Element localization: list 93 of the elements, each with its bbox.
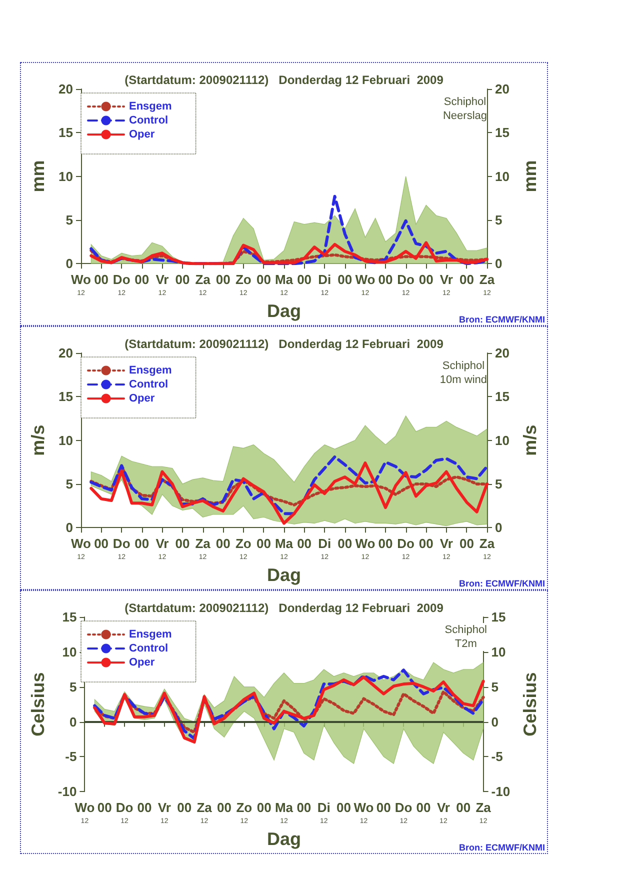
x-tick-label: 00 — [378, 272, 393, 288]
y-tick-label: 10 — [58, 168, 73, 184]
line-series — [90, 455, 488, 516]
x-tick-label: 00 — [134, 536, 150, 552]
chart-title: (Startdatum: 2009021112) Donderdag 12 Februari 2009 — [124, 73, 444, 87]
y2-tick-label: 5 — [495, 476, 502, 492]
x-tick-label: 00 — [418, 272, 434, 288]
y2-tick-label: 10 — [491, 644, 506, 660]
y2-tick-label: -10 — [491, 784, 510, 800]
y-tick-label: 5 — [66, 476, 73, 492]
x-tick-label: 00 — [216, 536, 230, 552]
y-axis-title: mm — [28, 160, 48, 192]
y2-tick-label: 10 — [495, 432, 510, 448]
x-tick-label: 00 — [297, 272, 312, 288]
y-tick-label: 5 — [66, 212, 73, 228]
y2-axis-title: m/s — [520, 424, 540, 456]
legend-label: Control — [129, 114, 168, 126]
x-tick-label: 00 — [418, 536, 434, 552]
text: Bron: ECMWF/KNMI — [459, 578, 545, 588]
legend-label: Control — [129, 378, 168, 390]
x-tick-label: 00 — [459, 272, 474, 288]
legend-label: Ensgem — [129, 628, 172, 640]
y-tick-label: 10 — [62, 644, 77, 660]
x-tick-label: 00 — [376, 800, 391, 816]
y2-tick-label: 20 — [495, 82, 510, 96]
x-tick-label: 00 — [137, 800, 152, 816]
y2-tick-label: 0 — [495, 256, 502, 272]
x-tick-label: 00 — [216, 800, 232, 816]
y2-tick-label: 0 — [495, 520, 502, 536]
legend-label: Oper — [129, 656, 156, 668]
line-series — [93, 690, 485, 734]
y-tick-label: 10 — [58, 432, 73, 448]
y-axis-title: Celsius — [28, 672, 48, 736]
annotation: Schiphol T2m — [444, 624, 488, 650]
text: Bron: ECMWF/KNMI — [459, 314, 545, 324]
x-tick-label: 00 — [297, 536, 312, 552]
y2-tick-label: -5 — [491, 749, 503, 764]
x-axis-title: Dag — [266, 565, 302, 585]
x-tick-label: 00 — [256, 536, 271, 552]
text: Bron: ECMWF/KNMI — [459, 842, 545, 852]
legend-label: Ensgem — [129, 100, 172, 112]
x-tick-label: 00 — [256, 272, 271, 288]
y2-tick-label: 0 — [491, 714, 499, 730]
legend-label: Ensgem — [129, 364, 172, 376]
x-tick-label: 00 — [378, 536, 393, 552]
y-tick-label: 20 — [58, 82, 73, 96]
y-tick-label: 20 — [58, 346, 73, 360]
y-tick-label: -10 — [58, 784, 77, 800]
x-tick-label: 00 — [94, 272, 109, 288]
x-tick-label: 00 — [94, 536, 109, 552]
annotation: Schiphol 10m wind — [440, 360, 487, 386]
y2-tick-label: 15 — [491, 610, 506, 624]
y-tick-label: 15 — [62, 610, 77, 624]
x-axis-title: Dag — [266, 829, 302, 849]
y-tick-label: -5 — [65, 749, 77, 764]
x-tick-label: 00 — [416, 800, 431, 816]
y-axis-title: m/s — [28, 424, 48, 456]
y2-tick-label: 20 — [495, 346, 510, 360]
x-tick-label: 00 — [256, 800, 272, 816]
y-tick-label: 5 — [69, 679, 77, 694]
x-tick-label: 00 — [459, 536, 474, 552]
y2-tick-label: 15 — [495, 389, 510, 404]
y2-axis-title: mm — [520, 160, 540, 192]
y2-axis-title: Celsius — [520, 672, 540, 736]
y-tick-label: 0 — [69, 714, 77, 730]
legend-label: Control — [129, 642, 168, 654]
x-tick-label: 00 — [456, 800, 471, 816]
line-series — [90, 241, 488, 266]
y2-tick-label: 5 — [491, 679, 499, 694]
line-series — [90, 462, 488, 525]
x-axis-title: Dag — [266, 301, 302, 321]
y-tick-label: 15 — [58, 125, 73, 140]
y2-tick-label: 10 — [495, 168, 510, 184]
x-tick-label: 00 — [296, 800, 312, 816]
y-tick-label: 0 — [66, 520, 73, 536]
x-tick-label: 00 — [336, 800, 352, 816]
y-tick-label: 0 — [66, 256, 73, 272]
x-tick-label: 00 — [338, 272, 352, 288]
x-tick-label: 00 — [175, 272, 190, 288]
x-tick-label: 00 — [216, 272, 230, 288]
legend-label: Oper — [129, 128, 156, 140]
x-tick-label: 00 — [177, 800, 192, 816]
x-tick-label: 00 — [134, 272, 150, 288]
chart-title: (Startdatum: 2009021112) Donderdag 12 Februari 2009 — [124, 337, 444, 351]
y-tick-label: 15 — [58, 389, 73, 404]
x-tick-label: 00 — [97, 800, 112, 816]
x-tick-label: 00 — [175, 536, 190, 552]
x-tick-label: 00 — [338, 536, 352, 552]
y2-tick-label: 5 — [495, 212, 502, 228]
annotation: Schiphol Neerslag — [442, 96, 488, 122]
legend-label: Oper — [129, 392, 156, 404]
chart-title: (Startdatum: 2009021112) Donderdag 12 Februari 2009 — [124, 601, 444, 615]
y2-tick-label: 15 — [495, 125, 510, 140]
